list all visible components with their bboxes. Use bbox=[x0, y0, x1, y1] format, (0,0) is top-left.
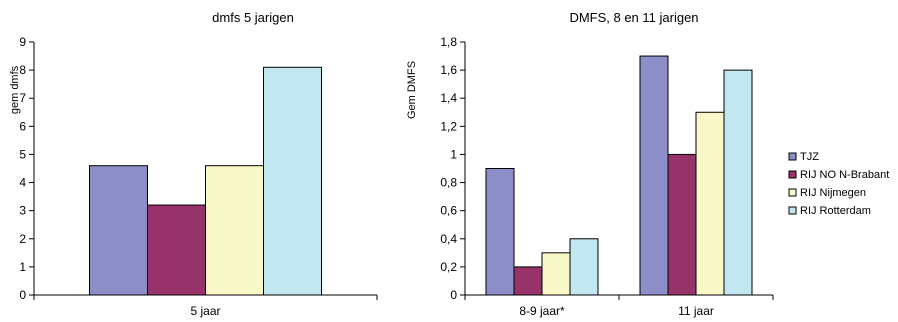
chart2-x-tick-label: 8-9 jaar* bbox=[519, 304, 565, 318]
chart2-y-axis-label: Gem DMFS bbox=[406, 61, 418, 119]
chart2-bar bbox=[723, 69, 753, 296]
chart1-y-tick-label: 0 bbox=[19, 288, 26, 302]
chart2-plot: 0 0,2 0,4 0,6 0,8 1 1,2 1,4 1,6 1,8 8-9 jaar* 11 ja… bbox=[440, 35, 774, 318]
chart1-title: dmfs 5 jarigen bbox=[212, 10, 294, 25]
chart2-bar bbox=[667, 153, 697, 296]
chart1-y-tick-label: 9 bbox=[19, 35, 26, 49]
legend-swatch bbox=[788, 152, 797, 161]
chart2-bar bbox=[513, 266, 543, 296]
chart2-bar bbox=[639, 55, 669, 296]
chart2-x-tick-label: 11 jaar bbox=[678, 304, 714, 318]
chart1-y-tick-label: 8 bbox=[19, 63, 26, 77]
legend: TJZ RIJ NO N-Brabant RIJ Nijmegen RIJ Rotte… bbox=[788, 151, 889, 217]
chart1-y-tick-label: 4 bbox=[19, 176, 26, 190]
legend-swatch bbox=[788, 188, 797, 197]
legend-label: TJZ bbox=[800, 151, 819, 163]
chart2-y-tick-label: 1 bbox=[450, 147, 457, 161]
chart2-y-tick-label: 0,4 bbox=[440, 232, 457, 246]
chart1-x-tick-label: 5 jaar bbox=[190, 304, 220, 318]
chart2-y-tick-label: 1,4 bbox=[440, 91, 457, 105]
chart1-y-axis-label: gem dmfs bbox=[9, 65, 21, 114]
chart2-y-tick-label: 1,2 bbox=[440, 119, 457, 133]
chart1-bar bbox=[89, 165, 148, 296]
chart1-bar bbox=[263, 66, 322, 296]
chart2-y-tick-label: 0,8 bbox=[440, 176, 457, 190]
chart2-bar bbox=[485, 168, 515, 296]
chart1-y-tick-label: 1 bbox=[19, 260, 26, 274]
chart1-y-tick-label: 3 bbox=[19, 204, 26, 218]
chart2-y-tick-label: 1,6 bbox=[440, 63, 457, 77]
chart2-bar bbox=[695, 111, 725, 296]
chart2-y-tick-label: 0,6 bbox=[440, 204, 457, 218]
chart1-y-tick-label: 6 bbox=[19, 119, 26, 133]
chart1-y-tick-label: 7 bbox=[19, 91, 26, 105]
chart2-bar bbox=[569, 238, 599, 296]
legend-label: RIJ NO N-Brabant bbox=[800, 169, 889, 181]
chart1-y-tick-label: 2 bbox=[19, 232, 26, 246]
legend-swatch bbox=[788, 170, 797, 179]
chart2-y-tick-label: 0,2 bbox=[440, 260, 457, 274]
chart2-y-tick-label: 0 bbox=[450, 288, 457, 302]
chart1-plot: 0 1 2 3 4 5 6 7 8 9 5 jaar bbox=[19, 35, 378, 318]
chart1-bar bbox=[205, 165, 264, 296]
chart1-y-tick-label: 5 bbox=[19, 147, 26, 161]
chart1-bar bbox=[147, 204, 206, 296]
legend-swatch bbox=[788, 206, 797, 215]
legend-label: RIJ Nijmegen bbox=[800, 187, 866, 199]
chart2-y-tick-label: 1,8 bbox=[440, 35, 457, 49]
chart2-bar bbox=[541, 252, 571, 296]
legend-label: RIJ Rotterdam bbox=[800, 205, 871, 217]
chart2-title: DMFS, 8 en 11 jarigen bbox=[569, 10, 698, 25]
